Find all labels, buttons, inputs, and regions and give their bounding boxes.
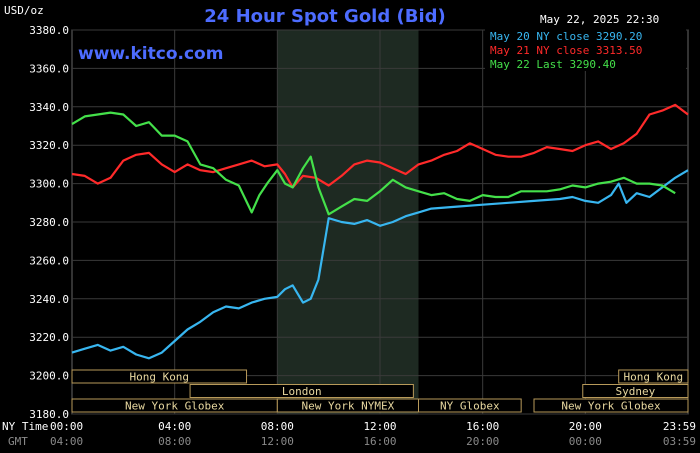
session-label: NY Globex xyxy=(440,400,500,413)
kitco-watermark: www.kitco.com xyxy=(78,44,223,64)
session-box xyxy=(418,398,522,413)
chart-series xyxy=(71,103,689,360)
session-box xyxy=(618,369,689,384)
chart-title: 24 Hour Spot Gold (Bid) xyxy=(204,6,445,27)
y-tick-label: 3220.0 xyxy=(29,331,69,344)
unit-label: USD/oz xyxy=(4,4,44,17)
session-bar: Hong Kong xyxy=(71,369,248,384)
session-bar: NY Globex xyxy=(418,398,522,413)
gmt-tick: 04:00 xyxy=(50,435,83,448)
y-tick-label: 3340.0 xyxy=(29,101,69,114)
y-axis-ticks: 3380.0 3360.0 3340.0 3320.0 3300.0 3280.0 3260… xyxy=(29,24,69,421)
ny-time-tick: 00:00 xyxy=(50,420,83,433)
series-line-1 xyxy=(71,103,689,189)
gmt-tick: 00:00 xyxy=(569,435,602,448)
session-box xyxy=(71,369,248,384)
y-tick-label: 3300.0 xyxy=(29,178,69,191)
y-tick-label: 3200.0 xyxy=(29,370,69,383)
ny-time-tick: 04:00 xyxy=(158,420,191,433)
session-bar: Sydney xyxy=(582,384,689,398)
date-stamp: May 22, 2025 22:30 xyxy=(540,13,659,26)
y-tick-label: 3240.0 xyxy=(29,293,69,306)
series-line-0 xyxy=(71,169,689,360)
y-tick-label: 3380.0 xyxy=(29,24,69,37)
session-label: Hong Kong xyxy=(129,371,189,384)
ny-time-tick: 12:00 xyxy=(363,420,396,433)
legend-item-may22: May 22 Last 3290.40 xyxy=(490,58,616,71)
session-label: New York NYMEX xyxy=(302,400,395,413)
session-label: New York Globex xyxy=(561,400,661,413)
series-line-2 xyxy=(71,111,676,216)
y-tick-label: 3180.0 xyxy=(29,408,69,421)
session-bar: New York Globex xyxy=(533,398,689,413)
y-tick-label: 3260.0 xyxy=(29,254,69,267)
ny-time-tick: 20:00 xyxy=(569,420,602,433)
ny-time-tick: 16:00 xyxy=(466,420,499,433)
y-tick-label: 3280.0 xyxy=(29,216,69,229)
chart-grid xyxy=(71,29,689,415)
gmt-tick: 16:00 xyxy=(363,435,396,448)
gmt-tick: 20:00 xyxy=(466,435,499,448)
y-tick-label: 3360.0 xyxy=(29,62,69,75)
gmt-tick: 12:00 xyxy=(261,435,294,448)
time-axis: 00:00 04:00 04:00 08:00 08:00 12:00 12:00 16:00… xyxy=(50,420,696,448)
session-bar: Hong Kong xyxy=(618,369,689,384)
gmt-tick: 03:59 xyxy=(663,435,696,448)
session-bar: New York NYMEX xyxy=(276,398,420,413)
market-sessions: Hong Kong Hong Kong London Sydney New York G… xyxy=(71,369,689,413)
session-label: New York Globex xyxy=(125,400,225,413)
ny-time-row-label: NY Time xyxy=(2,420,48,433)
ny-time-tick: 23:59 xyxy=(663,420,696,433)
gmt-row-label: GMT xyxy=(8,435,28,448)
session-bar: New York Globex xyxy=(71,398,278,413)
session-box xyxy=(189,384,414,398)
session-box xyxy=(533,398,689,413)
session-box xyxy=(582,384,689,398)
y-tick-label: 3320.0 xyxy=(29,139,69,152)
legend-item-may21: May 21 NY close 3313.50 xyxy=(490,44,642,57)
session-label: London xyxy=(282,385,322,398)
legend-box xyxy=(485,29,686,71)
legend-item-may20: May 20 NY close 3290.20 xyxy=(490,30,642,43)
gmt-tick: 08:00 xyxy=(158,435,191,448)
session-label: Sydney xyxy=(616,385,656,398)
ny-time-tick: 08:00 xyxy=(261,420,294,433)
legend: May 20 NY close 3290.20 May 21 NY close … xyxy=(485,29,686,71)
session-bar: London xyxy=(189,384,414,398)
session-label: Hong Kong xyxy=(624,371,684,384)
